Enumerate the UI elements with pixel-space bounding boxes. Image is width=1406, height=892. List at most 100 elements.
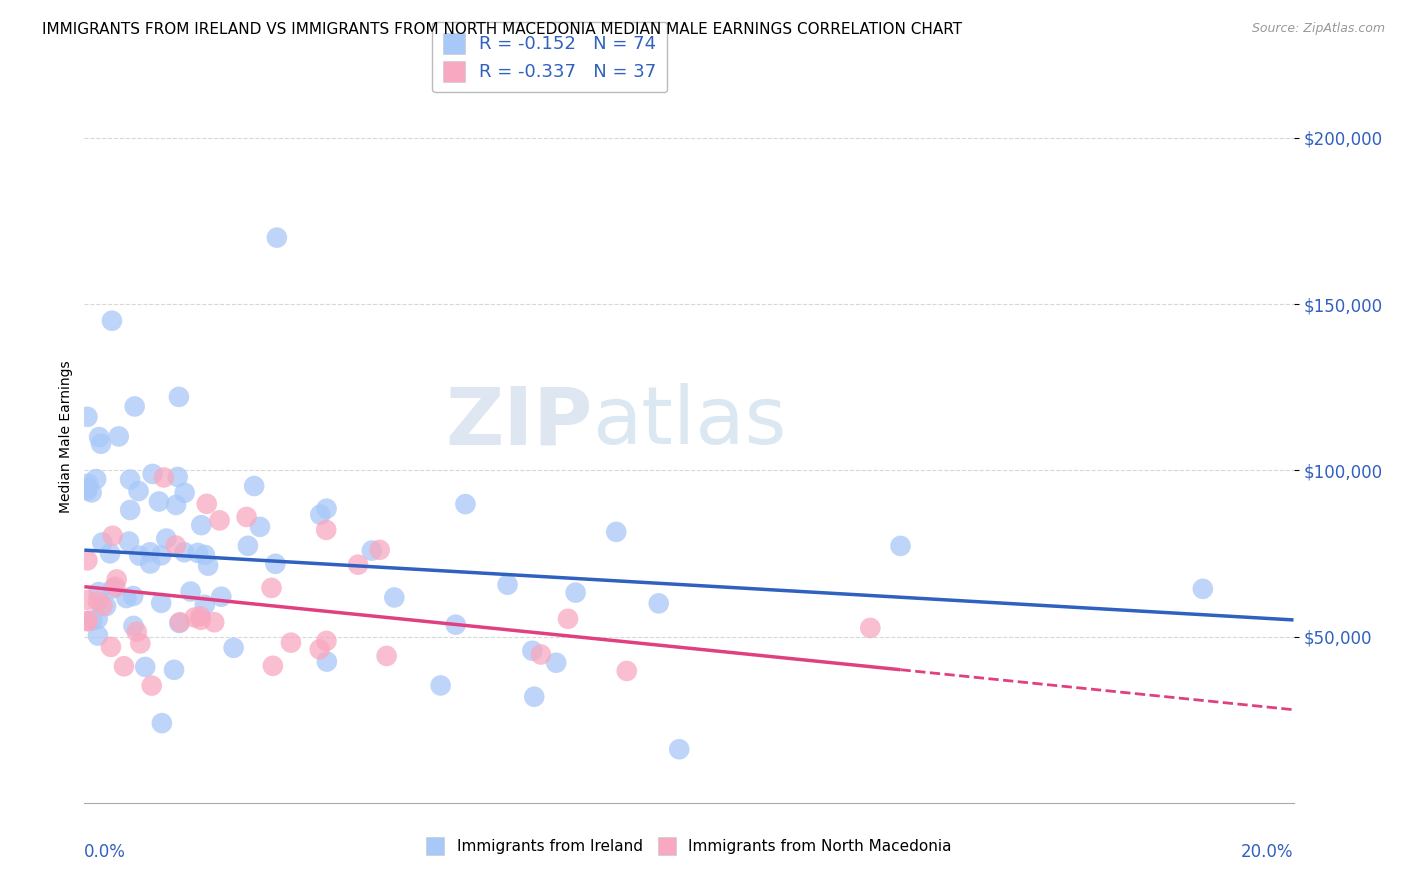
Point	[167, 390, 190, 404]
Point	[523, 690, 546, 704]
Point	[148, 494, 170, 508]
Point	[557, 612, 579, 626]
Text: atlas: atlas	[592, 384, 786, 461]
Point	[429, 678, 451, 692]
Point	[382, 591, 405, 605]
Point	[315, 523, 337, 537]
Point	[315, 634, 337, 648]
Point	[139, 545, 162, 559]
Point	[112, 659, 135, 673]
Point	[368, 542, 391, 557]
Point	[202, 615, 225, 630]
Point	[104, 580, 127, 594]
Point	[859, 621, 882, 635]
Point	[169, 615, 191, 630]
Point	[243, 479, 266, 493]
Text: Source: ZipAtlas.com: Source: ZipAtlas.com	[1251, 22, 1385, 36]
Point	[444, 617, 467, 632]
Point	[76, 409, 98, 424]
Point	[280, 635, 302, 649]
Text: 20.0%: 20.0%	[1241, 843, 1294, 861]
Point	[134, 660, 156, 674]
Point	[264, 557, 287, 571]
Point	[209, 590, 232, 604]
Point	[76, 614, 98, 628]
Point	[100, 640, 122, 654]
Text: ZIP: ZIP	[444, 384, 592, 461]
Point	[120, 503, 142, 517]
Point	[309, 508, 332, 522]
Point	[222, 640, 245, 655]
Point	[347, 558, 370, 572]
Point	[94, 599, 117, 614]
Point	[82, 614, 104, 628]
Point	[105, 573, 128, 587]
Point	[101, 529, 124, 543]
Point	[605, 524, 627, 539]
Point	[249, 520, 271, 534]
Point	[77, 476, 100, 491]
Point	[98, 546, 121, 560]
Point	[153, 470, 176, 484]
Point	[122, 589, 145, 603]
Point	[190, 609, 212, 624]
Point	[208, 513, 231, 527]
Point	[76, 553, 98, 567]
Point	[91, 535, 114, 549]
Y-axis label: Median Male Earnings: Median Male Earnings	[59, 360, 73, 514]
Point	[530, 648, 553, 662]
Point	[141, 679, 163, 693]
Point	[87, 629, 110, 643]
Point	[190, 613, 212, 627]
Point	[76, 481, 98, 495]
Point	[169, 615, 191, 629]
Point	[76, 483, 98, 498]
Point	[86, 612, 108, 626]
Point	[128, 483, 150, 498]
Point	[315, 655, 337, 669]
Point	[90, 436, 112, 450]
Point	[165, 498, 187, 512]
Point	[187, 546, 209, 560]
Point	[375, 648, 398, 663]
Point	[266, 230, 288, 244]
Point	[194, 598, 217, 612]
Point	[648, 596, 671, 610]
Point	[197, 558, 219, 573]
Point	[194, 548, 217, 562]
Point	[454, 497, 477, 511]
Point	[87, 594, 110, 608]
Point	[522, 644, 544, 658]
Point	[236, 539, 259, 553]
Point	[124, 400, 146, 414]
Point	[125, 624, 148, 639]
Point	[150, 549, 173, 563]
Point	[128, 549, 150, 563]
Point	[180, 584, 202, 599]
Point	[76, 593, 98, 607]
Point	[150, 716, 173, 731]
Point	[122, 619, 145, 633]
Point	[101, 582, 124, 596]
Point	[101, 314, 124, 328]
Point	[183, 610, 205, 624]
Point	[890, 539, 912, 553]
Point	[87, 585, 110, 599]
Point	[360, 543, 382, 558]
Point	[120, 473, 142, 487]
Point	[115, 591, 138, 605]
Point	[80, 485, 103, 500]
Point	[616, 664, 638, 678]
Point	[87, 430, 110, 444]
Point	[163, 663, 186, 677]
Point	[118, 534, 141, 549]
Point	[260, 581, 283, 595]
Point	[546, 656, 568, 670]
Text: IMMIGRANTS FROM IRELAND VS IMMIGRANTS FROM NORTH MACEDONIA MEDIAN MALE EARNINGS : IMMIGRANTS FROM IRELAND VS IMMIGRANTS FR…	[42, 22, 962, 37]
Point	[173, 545, 195, 559]
Point	[308, 642, 330, 657]
Point	[166, 470, 188, 484]
Point	[155, 532, 177, 546]
Text: 0.0%: 0.0%	[84, 843, 127, 861]
Point	[262, 658, 284, 673]
